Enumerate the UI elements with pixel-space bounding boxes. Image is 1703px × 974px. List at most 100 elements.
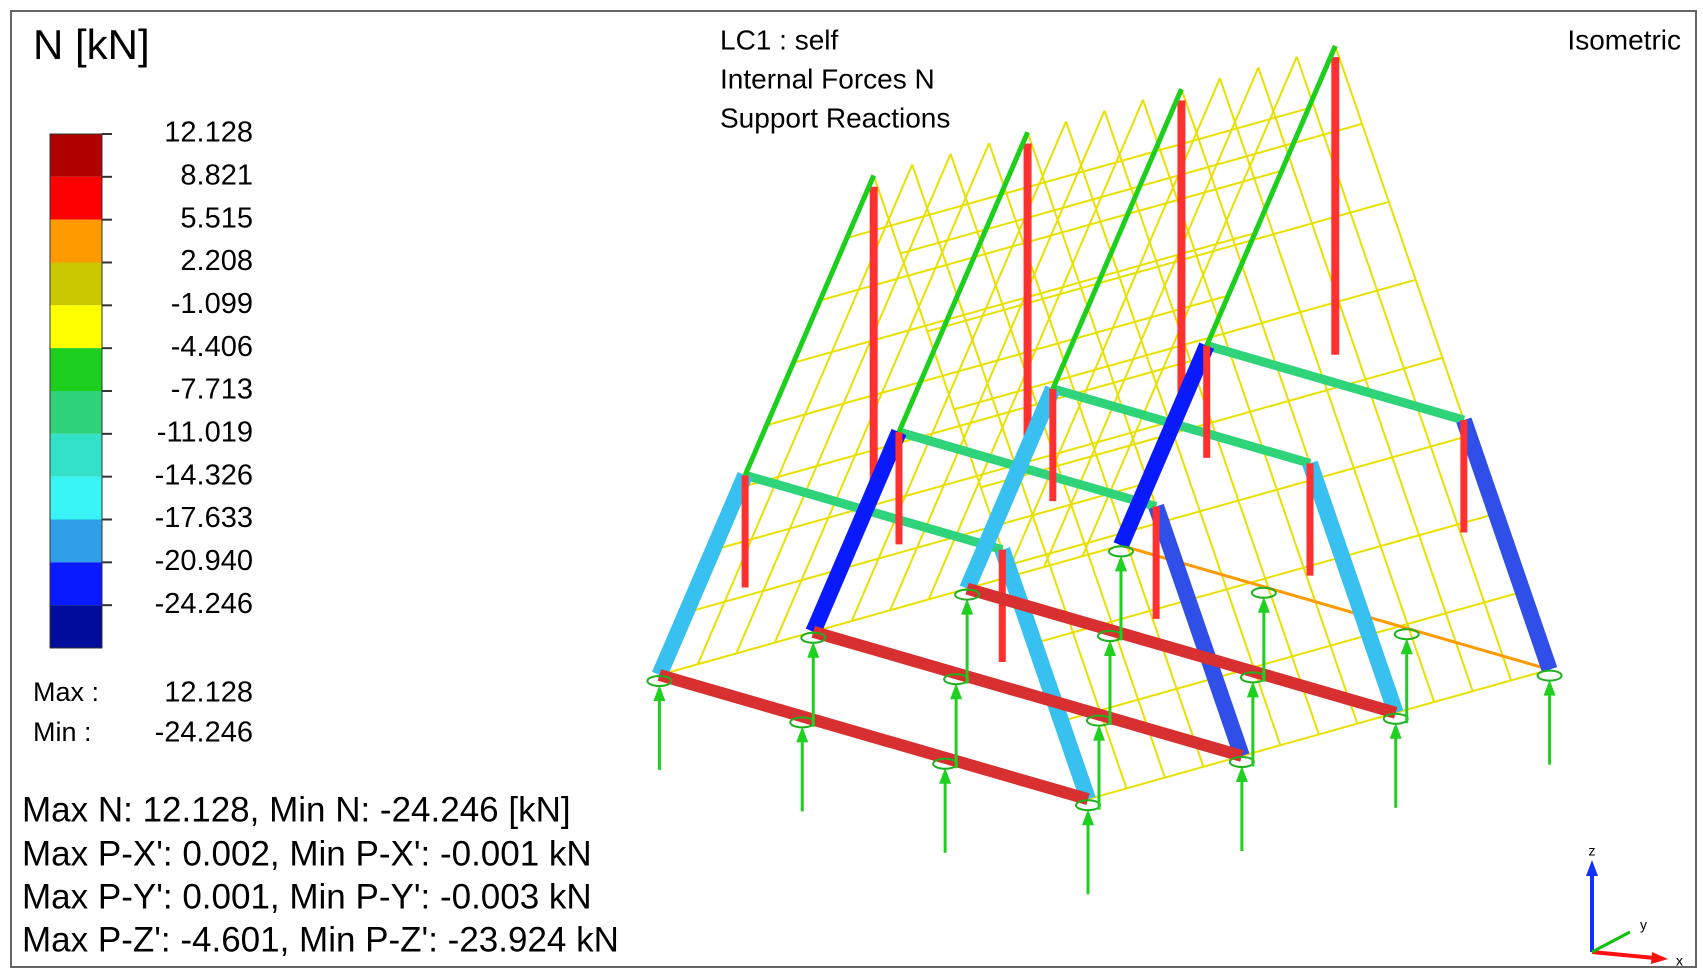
legend-band xyxy=(50,562,102,606)
legend-title: N [kN] xyxy=(33,21,150,68)
legend-value: -20.940 xyxy=(155,545,253,577)
legend-band xyxy=(50,391,102,434)
support xyxy=(954,588,981,601)
member xyxy=(685,481,1149,614)
member xyxy=(896,131,1030,433)
support-arrow xyxy=(796,726,809,743)
summary-line: Max P-X': 0.002, Min P-X': -0.001 kN xyxy=(22,834,592,873)
max-label: Max : xyxy=(33,677,99,707)
member xyxy=(712,419,1175,552)
member xyxy=(927,200,1390,333)
color-legend: 12.128 8.821 5.515 2.208 -1.099 -4.406 -7.713 -… xyxy=(49,117,253,649)
axis-label: z xyxy=(1589,843,1596,859)
member xyxy=(1060,590,1524,723)
member xyxy=(897,427,1158,511)
member xyxy=(766,294,1229,427)
support-arrow xyxy=(1103,640,1116,656)
member xyxy=(805,428,907,635)
support xyxy=(1393,628,1420,641)
axis-triad: z y x xyxy=(1586,843,1683,969)
member xyxy=(846,107,1309,239)
axis-label: x xyxy=(1676,953,1683,969)
summary-line: Max P-Z': -4.601, Min P-Z': -23.924 kN xyxy=(22,920,619,959)
support-arrow xyxy=(807,641,820,658)
legend-value: -1.099 xyxy=(171,288,253,320)
support xyxy=(1250,586,1277,599)
support xyxy=(1536,669,1563,682)
legend-band xyxy=(50,134,102,177)
legend-band xyxy=(50,519,102,563)
member xyxy=(819,169,1282,302)
support-arrow xyxy=(961,598,974,615)
member xyxy=(900,122,1363,255)
support-arrow xyxy=(1093,724,1105,741)
legend-band xyxy=(50,433,102,477)
legend-value: 12.128 xyxy=(164,117,253,149)
x-arrow xyxy=(1651,952,1668,964)
support-arrow xyxy=(1543,679,1556,696)
min-label: Min : xyxy=(33,717,92,747)
support-arrow xyxy=(1246,681,1259,698)
member xyxy=(739,357,1202,489)
member xyxy=(1051,384,1312,468)
legend-band xyxy=(50,348,102,391)
support-arrow xyxy=(939,767,952,784)
legend-value: -14.326 xyxy=(155,459,253,491)
support-arrow xyxy=(1235,766,1248,782)
frame xyxy=(10,10,1697,968)
axis-label: y xyxy=(1640,917,1647,933)
legend-band xyxy=(50,262,102,306)
member xyxy=(994,547,1096,802)
support-arrow xyxy=(653,685,666,701)
member xyxy=(1205,341,1466,425)
support-arrow xyxy=(1257,596,1270,613)
support-arrow xyxy=(1114,555,1127,572)
legend-value: -4.406 xyxy=(171,331,253,363)
tie-beam xyxy=(965,582,1398,719)
z-arrow xyxy=(1586,860,1598,876)
legend-value: -24.246 xyxy=(155,588,253,620)
legend-value: -11.019 xyxy=(157,416,253,448)
support xyxy=(646,675,673,687)
legend-band xyxy=(50,305,102,349)
legend-value: 5.515 xyxy=(180,202,253,234)
support xyxy=(800,631,827,644)
member xyxy=(1050,88,1184,390)
legend-value: 2.208 xyxy=(180,245,253,277)
member xyxy=(1034,512,1497,645)
member xyxy=(1302,460,1404,716)
legend-band xyxy=(50,219,102,263)
member xyxy=(959,385,1061,592)
member xyxy=(1456,417,1558,673)
min-value: -24.246 xyxy=(155,717,253,749)
member xyxy=(1148,503,1250,759)
support-arrow xyxy=(1400,638,1413,655)
legend-band xyxy=(50,605,102,648)
member xyxy=(1113,342,1215,549)
tie-beam xyxy=(811,626,1244,762)
member xyxy=(742,174,877,477)
x-axis xyxy=(1591,950,1656,960)
member xyxy=(743,470,1004,555)
support xyxy=(1107,545,1134,558)
member xyxy=(1120,543,1551,672)
y-axis xyxy=(1591,930,1631,954)
support-arrow xyxy=(1082,809,1095,826)
summary-line: Max P-Y': 0.001, Min P-Y': -0.003 kN xyxy=(22,877,592,916)
member xyxy=(1204,44,1338,347)
legend-band xyxy=(50,176,102,220)
structure-model xyxy=(646,44,1563,895)
member xyxy=(1087,668,1550,801)
support-arrow xyxy=(950,683,963,700)
header-line: Support Reactions xyxy=(720,102,950,133)
header-line: Internal Forces N xyxy=(720,63,935,94)
view-name: Isometric xyxy=(1567,24,1681,55)
member xyxy=(652,472,753,679)
member xyxy=(980,356,1443,489)
support-arrow xyxy=(1389,722,1402,739)
max-value: 12.128 xyxy=(164,677,253,709)
header-line: LC1 : self xyxy=(720,24,838,55)
legend-value: -17.633 xyxy=(155,502,253,534)
legend-band xyxy=(50,476,102,520)
